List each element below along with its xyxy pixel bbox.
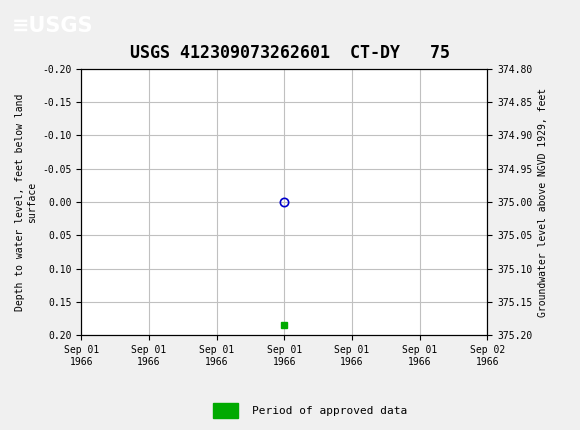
FancyBboxPatch shape (213, 403, 238, 418)
Y-axis label: Depth to water level, feet below land
surface: Depth to water level, feet below land su… (15, 93, 37, 311)
Text: ≡USGS: ≡USGS (12, 16, 93, 36)
Text: Period of approved data: Period of approved data (252, 405, 407, 416)
Text: USGS 412309073262601  CT-DY   75: USGS 412309073262601 CT-DY 75 (130, 44, 450, 62)
Y-axis label: Groundwater level above NGVD 1929, feet: Groundwater level above NGVD 1929, feet (538, 88, 548, 316)
